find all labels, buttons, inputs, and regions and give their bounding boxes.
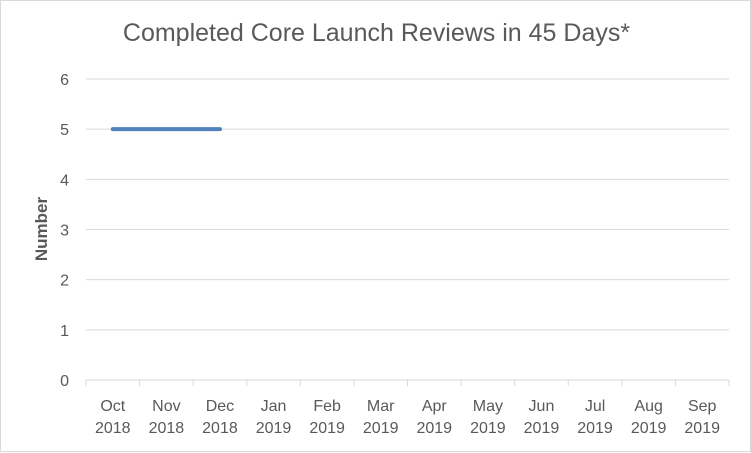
y-tick-label: 3 bbox=[60, 223, 69, 240]
x-tick-label: Sep 2019 bbox=[684, 398, 720, 437]
x-tick-label: Apr 2019 bbox=[416, 398, 452, 437]
x-tick-label: Feb 2019 bbox=[309, 398, 345, 437]
x-tick-label: Jul 2019 bbox=[577, 398, 613, 437]
y-tick-label: 2 bbox=[60, 273, 69, 290]
y-tick-label: 6 bbox=[60, 72, 69, 89]
y-tick-label: 4 bbox=[60, 172, 69, 189]
x-tick-label: May 2019 bbox=[470, 398, 506, 437]
chart-title: Completed Core Launch Reviews in 45 Days… bbox=[122, 19, 631, 47]
x-tick-label: Oct 2018 bbox=[95, 398, 131, 437]
x-tick-label: Jun 2019 bbox=[524, 398, 560, 437]
x-tick-label: Jan 2019 bbox=[256, 398, 292, 437]
x-tick-label: Aug 2019 bbox=[631, 398, 667, 437]
y-tick-label: 1 bbox=[60, 323, 69, 340]
x-tick-label: Dec 2018 bbox=[202, 398, 238, 437]
x-tick-label: Nov 2018 bbox=[149, 398, 185, 437]
y-tick-label: 0 bbox=[60, 373, 69, 390]
x-tick-label: Mar 2019 bbox=[363, 398, 399, 437]
y-tick-label: 5 bbox=[60, 122, 69, 139]
